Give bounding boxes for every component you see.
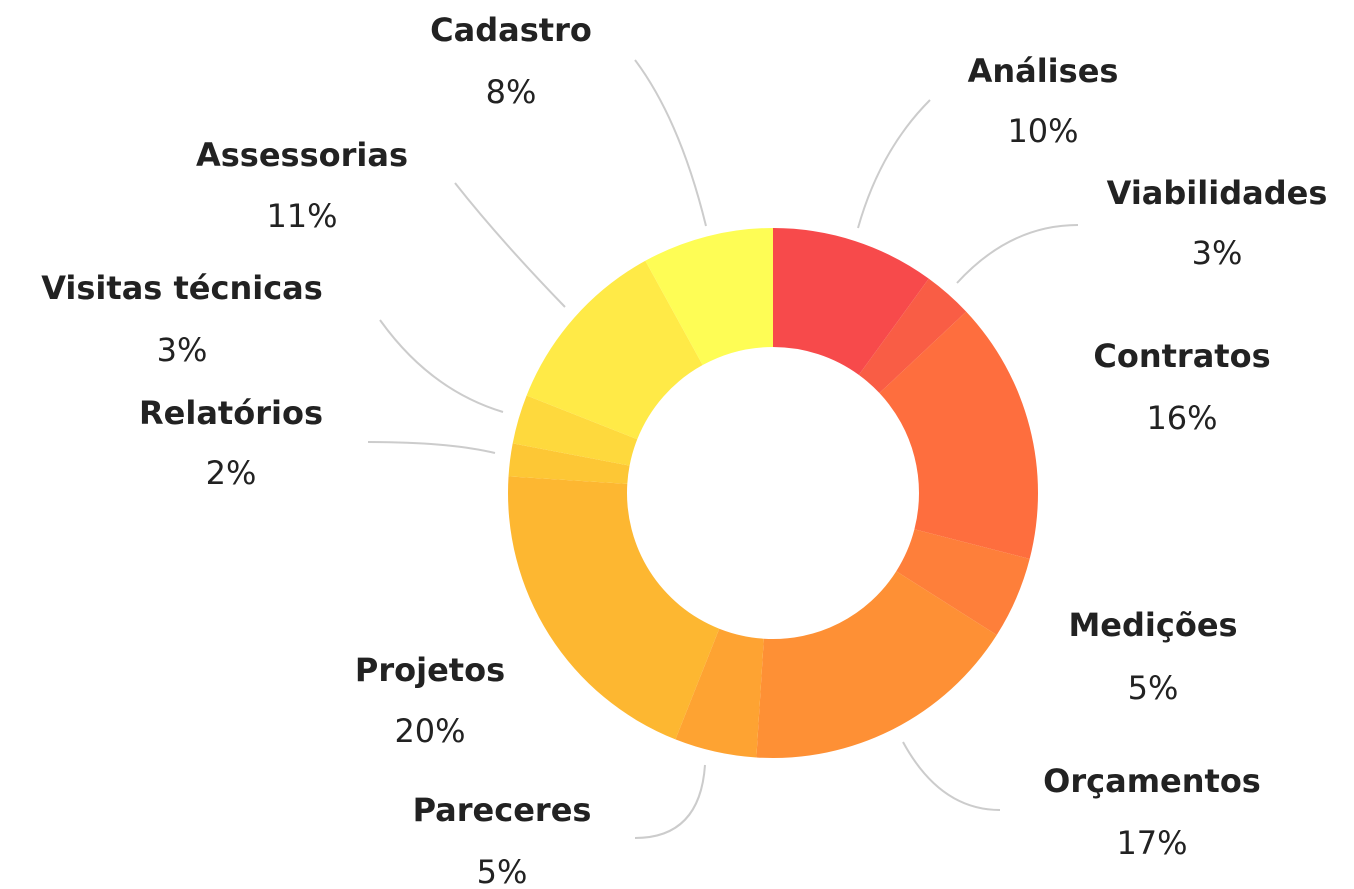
slice-value: 10% — [1007, 112, 1078, 150]
slice-label: Medições — [1068, 606, 1237, 644]
leader-line — [634, 59, 707, 227]
slice-label: Visitas técnicas — [41, 269, 323, 307]
leader-line — [956, 224, 1079, 284]
slice-label: Cadastro — [430, 11, 592, 49]
donut-slice — [896, 529, 1030, 635]
slice-value: 3% — [1192, 234, 1243, 272]
slice-value: 5% — [477, 853, 528, 889]
slice-value: 11% — [266, 197, 337, 235]
donut-slice — [773, 228, 929, 375]
slice-label: Pareceres — [413, 791, 592, 829]
leader-line — [857, 99, 931, 229]
slice-label: Assessorias — [196, 136, 408, 174]
slice-label: Viabilidades — [1107, 174, 1328, 212]
donut-slice — [858, 278, 967, 394]
slice-label: Projetos — [355, 651, 505, 689]
donut-slice — [508, 476, 720, 740]
leader-line — [902, 741, 1001, 811]
slice-value: 20% — [394, 712, 465, 750]
slice-value: 16% — [1146, 399, 1217, 437]
donut-slice — [675, 628, 764, 758]
slice-label: Orçamentos — [1043, 762, 1261, 800]
slice-value: 5% — [1128, 669, 1179, 707]
donut-slice — [508, 443, 630, 484]
leader-line — [454, 182, 566, 308]
slice-label: Análises — [968, 52, 1119, 90]
donut-slice — [526, 260, 703, 440]
leader-line — [379, 319, 504, 413]
leader-line — [634, 764, 706, 839]
slice-label: Contratos — [1093, 337, 1270, 375]
slice-value: 2% — [206, 454, 257, 492]
donut-slice — [879, 311, 1038, 559]
donut-slice — [756, 571, 997, 758]
slice-label: Relatórios — [139, 394, 323, 432]
slice-value: 8% — [486, 73, 537, 111]
donut-slice — [512, 395, 638, 466]
slice-value: 3% — [157, 331, 208, 369]
slice-value: 17% — [1116, 824, 1187, 862]
donut-slice — [645, 228, 773, 366]
leader-line — [367, 441, 496, 454]
